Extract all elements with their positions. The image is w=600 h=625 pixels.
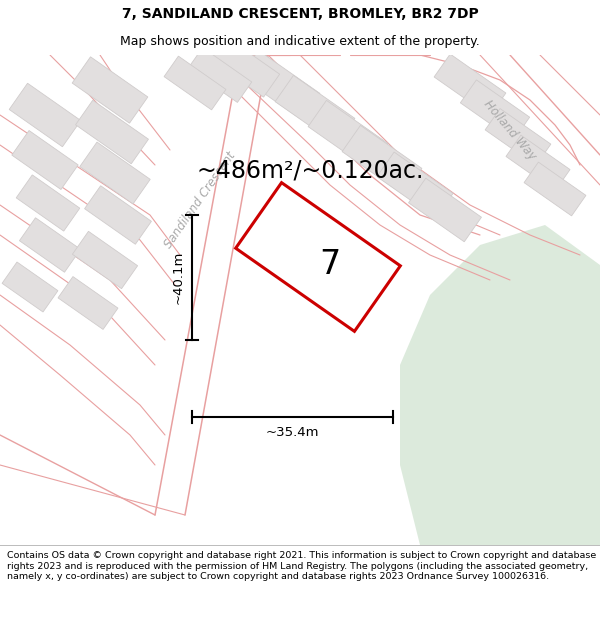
Polygon shape <box>72 57 148 123</box>
Polygon shape <box>9 83 81 147</box>
Polygon shape <box>275 76 355 144</box>
Polygon shape <box>164 56 226 110</box>
Polygon shape <box>2 262 58 312</box>
Polygon shape <box>85 186 151 244</box>
Polygon shape <box>240 51 320 119</box>
Text: ~40.1m: ~40.1m <box>172 251 185 304</box>
Polygon shape <box>506 135 570 191</box>
Polygon shape <box>400 225 600 545</box>
Polygon shape <box>434 54 506 116</box>
Polygon shape <box>73 231 137 289</box>
Text: Map shows position and indicative extent of the property.: Map shows position and indicative extent… <box>120 35 480 48</box>
Text: Holland Way: Holland Way <box>481 98 539 162</box>
Polygon shape <box>485 109 551 166</box>
Polygon shape <box>409 178 481 242</box>
Polygon shape <box>308 101 388 169</box>
Text: Sandiland Crescent: Sandiland Crescent <box>162 149 238 251</box>
Text: 7: 7 <box>319 249 341 281</box>
Polygon shape <box>16 175 80 231</box>
Polygon shape <box>377 152 453 218</box>
Polygon shape <box>211 37 280 97</box>
Polygon shape <box>12 131 78 189</box>
Polygon shape <box>342 126 422 194</box>
Polygon shape <box>188 48 252 102</box>
Polygon shape <box>236 182 400 331</box>
Text: ~35.4m: ~35.4m <box>266 426 319 439</box>
Polygon shape <box>524 162 586 216</box>
Text: Contains OS data © Crown copyright and database right 2021. This information is : Contains OS data © Crown copyright and d… <box>7 551 596 581</box>
Text: 7, SANDILAND CRESCENT, BROMLEY, BR2 7DP: 7, SANDILAND CRESCENT, BROMLEY, BR2 7DP <box>122 7 478 21</box>
Polygon shape <box>58 277 118 329</box>
Polygon shape <box>19 217 80 272</box>
Polygon shape <box>460 80 530 140</box>
Text: ~486m²/~0.120ac.: ~486m²/~0.120ac. <box>196 158 424 182</box>
Polygon shape <box>76 100 148 164</box>
Polygon shape <box>80 142 150 204</box>
